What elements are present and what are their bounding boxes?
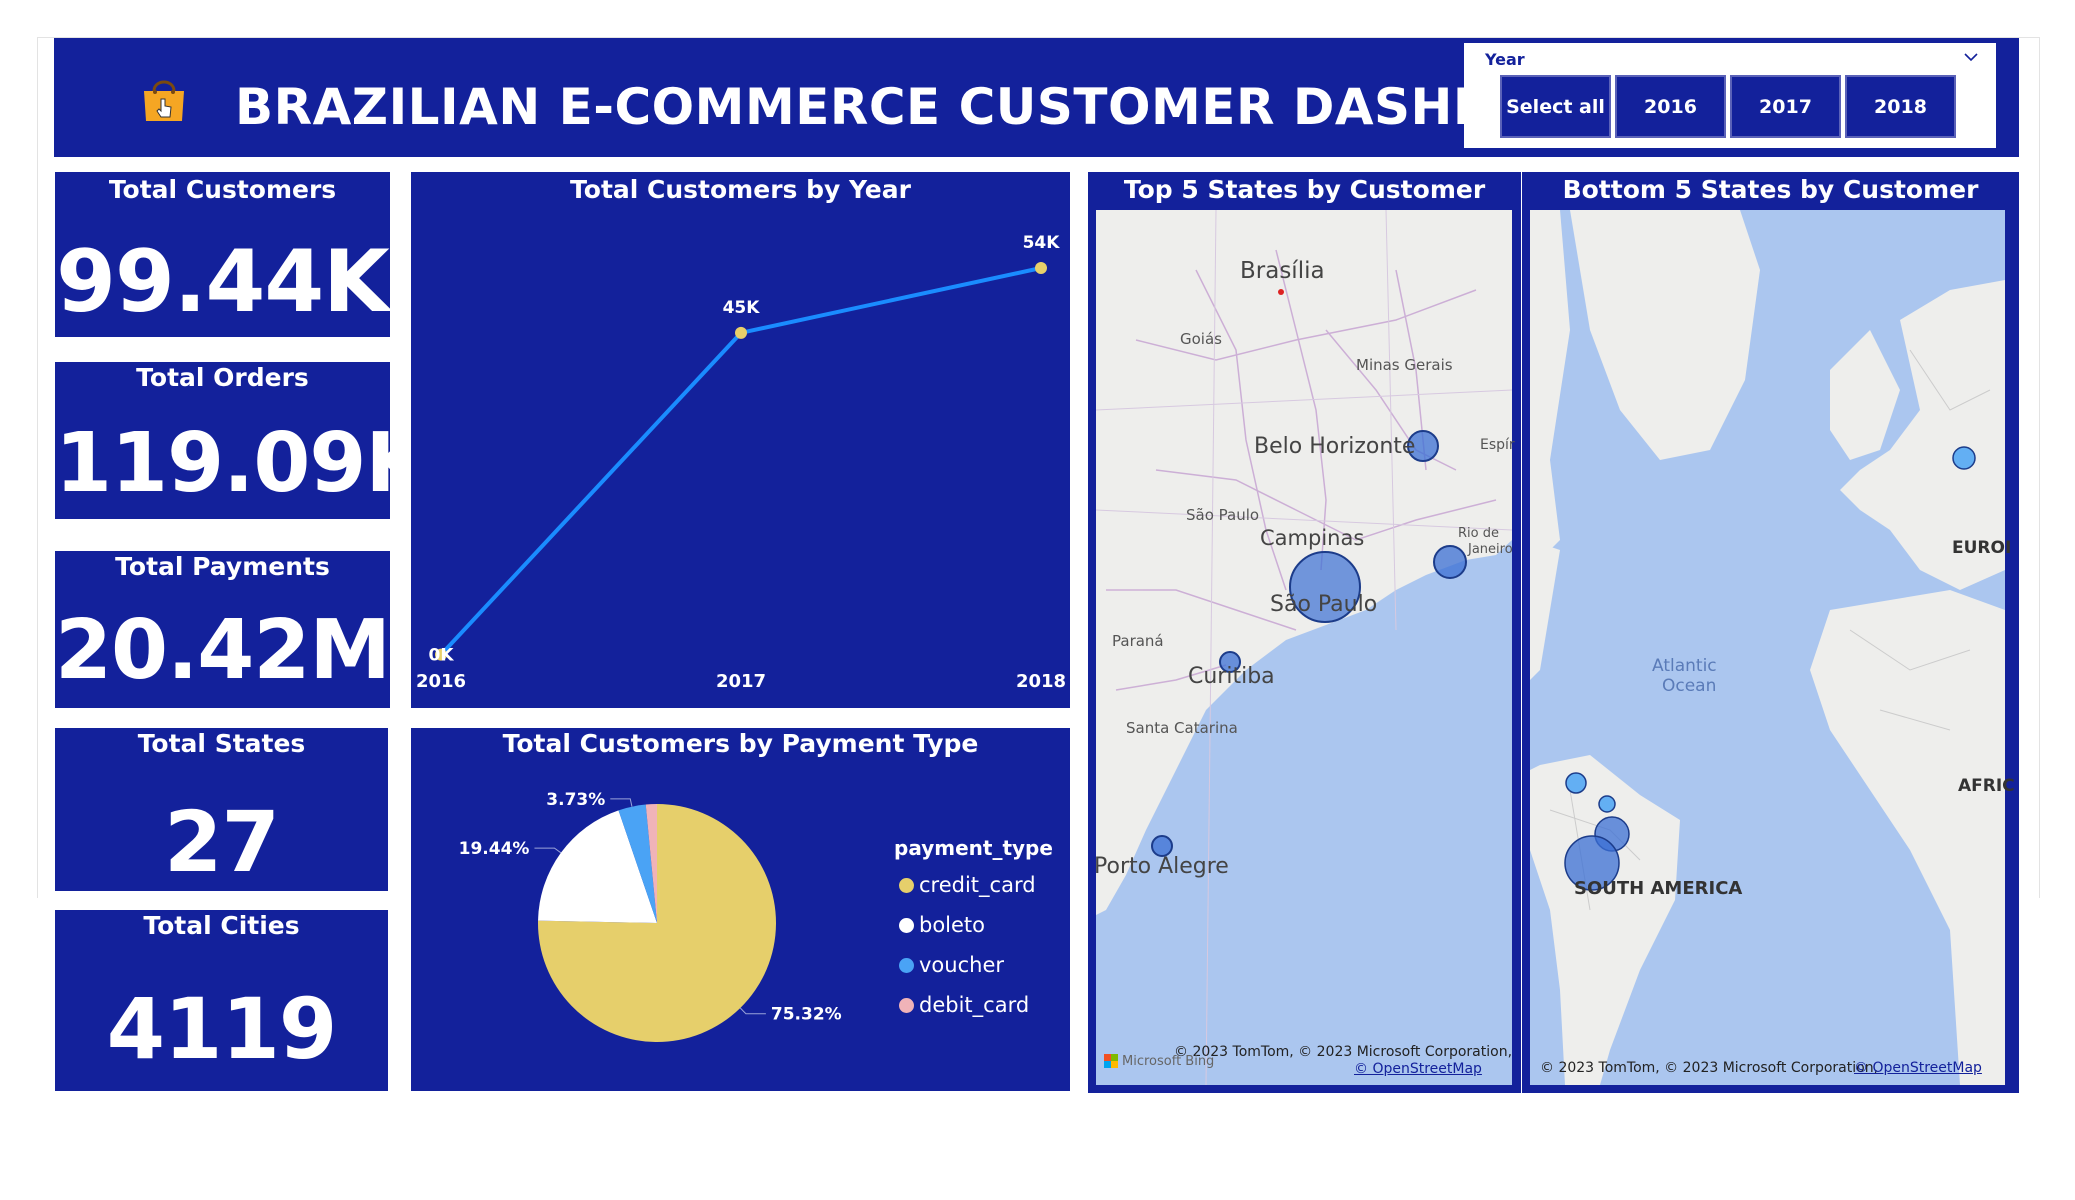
map-card-bottom-states: Bottom 5 States by Customer Atlantic Oce… (1522, 172, 2019, 1093)
kpi-card-total-customers: Total Customers 99.44K (55, 172, 390, 337)
kpi-value: 4119 (106, 980, 338, 1078)
legend-swatch (899, 957, 914, 973)
kpi-title: Total Payments (115, 552, 330, 581)
pie-slice-debit_card (645, 804, 657, 923)
map-label-sao-paulo-state: São Paulo (1186, 506, 1260, 524)
map-label-africa: AFRIC (1958, 776, 2015, 796)
pie-slice-voucher (618, 804, 657, 923)
data-label: 75.32% (771, 1005, 842, 1025)
data-point (1035, 262, 1047, 274)
legend-label: credit_card (919, 873, 1036, 897)
map-label-sao-paulo-city: São Paulo (1270, 592, 1378, 617)
year-option-select-all[interactable]: Select all (1500, 75, 1611, 138)
data-label-leader (610, 798, 633, 807)
shopping-bag-icon (138, 73, 190, 125)
kpi-card-total-cities: Total Cities 4119 (55, 910, 388, 1091)
map-label-minas-gerais: Minas Gerais (1356, 356, 1453, 374)
data-label: 0K (428, 646, 454, 666)
legend-title: payment_type (894, 836, 1053, 860)
microsoft-logo-icon (1104, 1054, 1118, 1068)
map-label-europe: EUROI (1952, 538, 2012, 558)
page-title: BRAZILIAN E-COMMERCE CUSTOMER DASHBOARD (235, 78, 1654, 136)
map-label-janeiro: Janeiro (1468, 542, 1513, 557)
bing-logo: Microsoft Bing (1122, 1054, 1215, 1069)
x-tick-label: 2017 (716, 671, 766, 692)
brazil-map[interactable] (1096, 210, 1512, 1085)
map-label-brasilia: Brasília (1240, 258, 1325, 284)
kpi-value: 27 (164, 793, 280, 891)
kpi-card-total-states: Total States 27 (55, 728, 388, 891)
map-label-porto-alegre: Porto Alegre (1094, 854, 1229, 879)
legend-label: boleto (919, 913, 986, 937)
kpi-title: Total Customers (108, 175, 337, 204)
data-label: 54K (1023, 233, 1061, 253)
x-tick-label: 2018 (1016, 671, 1066, 692)
data-label: 45K (723, 298, 761, 318)
legend-item-voucher[interactable]: voucher (899, 953, 1004, 977)
map-label-santa-catarina: Santa Catarina (1126, 719, 1238, 737)
data-point (735, 326, 747, 339)
year-option-2016[interactable]: 2016 (1615, 75, 1726, 138)
year-option-2017[interactable]: 2017 (1730, 75, 1841, 138)
line-chart-card: Total Customers by Year 0K 2016 45K 2017 54K… (411, 172, 1070, 708)
data-label: 19.44% (459, 839, 530, 859)
map-label-south-america: SOUTH AMERICA (1574, 878, 1743, 899)
x-tick-label: 2016 (416, 671, 466, 692)
legend-swatch (899, 877, 914, 893)
pie-chart-card: Total Customers by Payment Type 75.32% 19… (411, 728, 1070, 1091)
chart-title: Total Customers by Year (570, 175, 911, 204)
year-slicer-label: Year (1485, 50, 1525, 69)
pie-slice-boleto (538, 810, 657, 923)
kpi-card-total-orders: Total Orders 119.09K (55, 362, 429, 519)
openstreetmap-link[interactable]: © OpenStreetMap (1854, 1060, 1982, 1076)
data-label-leader (534, 847, 562, 854)
legend-label: voucher (919, 953, 1004, 977)
legend-item-credit_card[interactable]: credit_card (899, 873, 1036, 897)
map-label-curitiba: Curitiba (1188, 664, 1275, 689)
legend-label: debit_card (919, 993, 1030, 1017)
map-title: Top 5 States by Customer (1123, 175, 1486, 204)
chart-title: Total Customers by Payment Type (502, 729, 979, 758)
kpi-title: Total States (137, 729, 306, 758)
data-label-leader (739, 1007, 766, 1015)
kpi-value: 119.09K (55, 416, 429, 511)
map-copyright: © 2023 TomTom, © 2023 Microsoft Corporat… (1174, 1044, 1513, 1060)
kpi-card-total-payments: Total Payments 20.42M (55, 551, 391, 708)
map-label-campinas: Campinas (1260, 526, 1365, 550)
series-line (439, 266, 1042, 656)
kpi-title: Total Orders (136, 363, 309, 392)
legend-item-debit_card[interactable]: debit_card (899, 993, 1029, 1017)
kpi-value: 20.42M (55, 603, 391, 698)
map-card-top-states: Top 5 States by Customer Brasília Goiás … (1088, 172, 1521, 1093)
year-option-2018[interactable]: 2018 (1845, 75, 1956, 138)
map-copyright: © 2023 TomTom, © 2023 Microsoft Corporat… (1540, 1060, 1879, 1076)
legend-swatch (899, 917, 914, 933)
map-label-atlantic: Atlantic (1652, 656, 1717, 676)
legend-swatch (899, 997, 914, 1013)
map-label-espirito-santo: Espír (1480, 437, 1515, 453)
kpi-title: Total Cities (143, 911, 300, 940)
data-label: 3.73% (546, 790, 605, 810)
map-title: Bottom 5 States by Customer (1562, 175, 1979, 204)
report-canvas (37, 37, 2040, 898)
legend-item-boleto[interactable]: boleto (899, 913, 985, 937)
map-label-rio-de: Rio de (1458, 526, 1499, 541)
openstreetmap-link[interactable]: © OpenStreetMap (1354, 1061, 1482, 1077)
pie-chart: 75.32% 19.44% 3.73% (459, 790, 842, 1042)
line-chart: 0K 2016 45K 2017 54K 2018 (416, 233, 1066, 692)
map-label-ocean: Ocean (1662, 676, 1717, 696)
chevron-down-icon[interactable] (1962, 49, 1980, 63)
map-label-belo-horizonte: Belo Horizonte (1254, 434, 1416, 459)
map-label-parana: Paraná (1112, 632, 1164, 650)
data-point (435, 648, 447, 661)
world-map[interactable] (1530, 210, 2005, 1085)
kpi-value: 99.44K (56, 232, 390, 332)
pie-slice-credit_card (538, 804, 777, 1042)
map-label-goias: Goiás (1180, 330, 1222, 348)
